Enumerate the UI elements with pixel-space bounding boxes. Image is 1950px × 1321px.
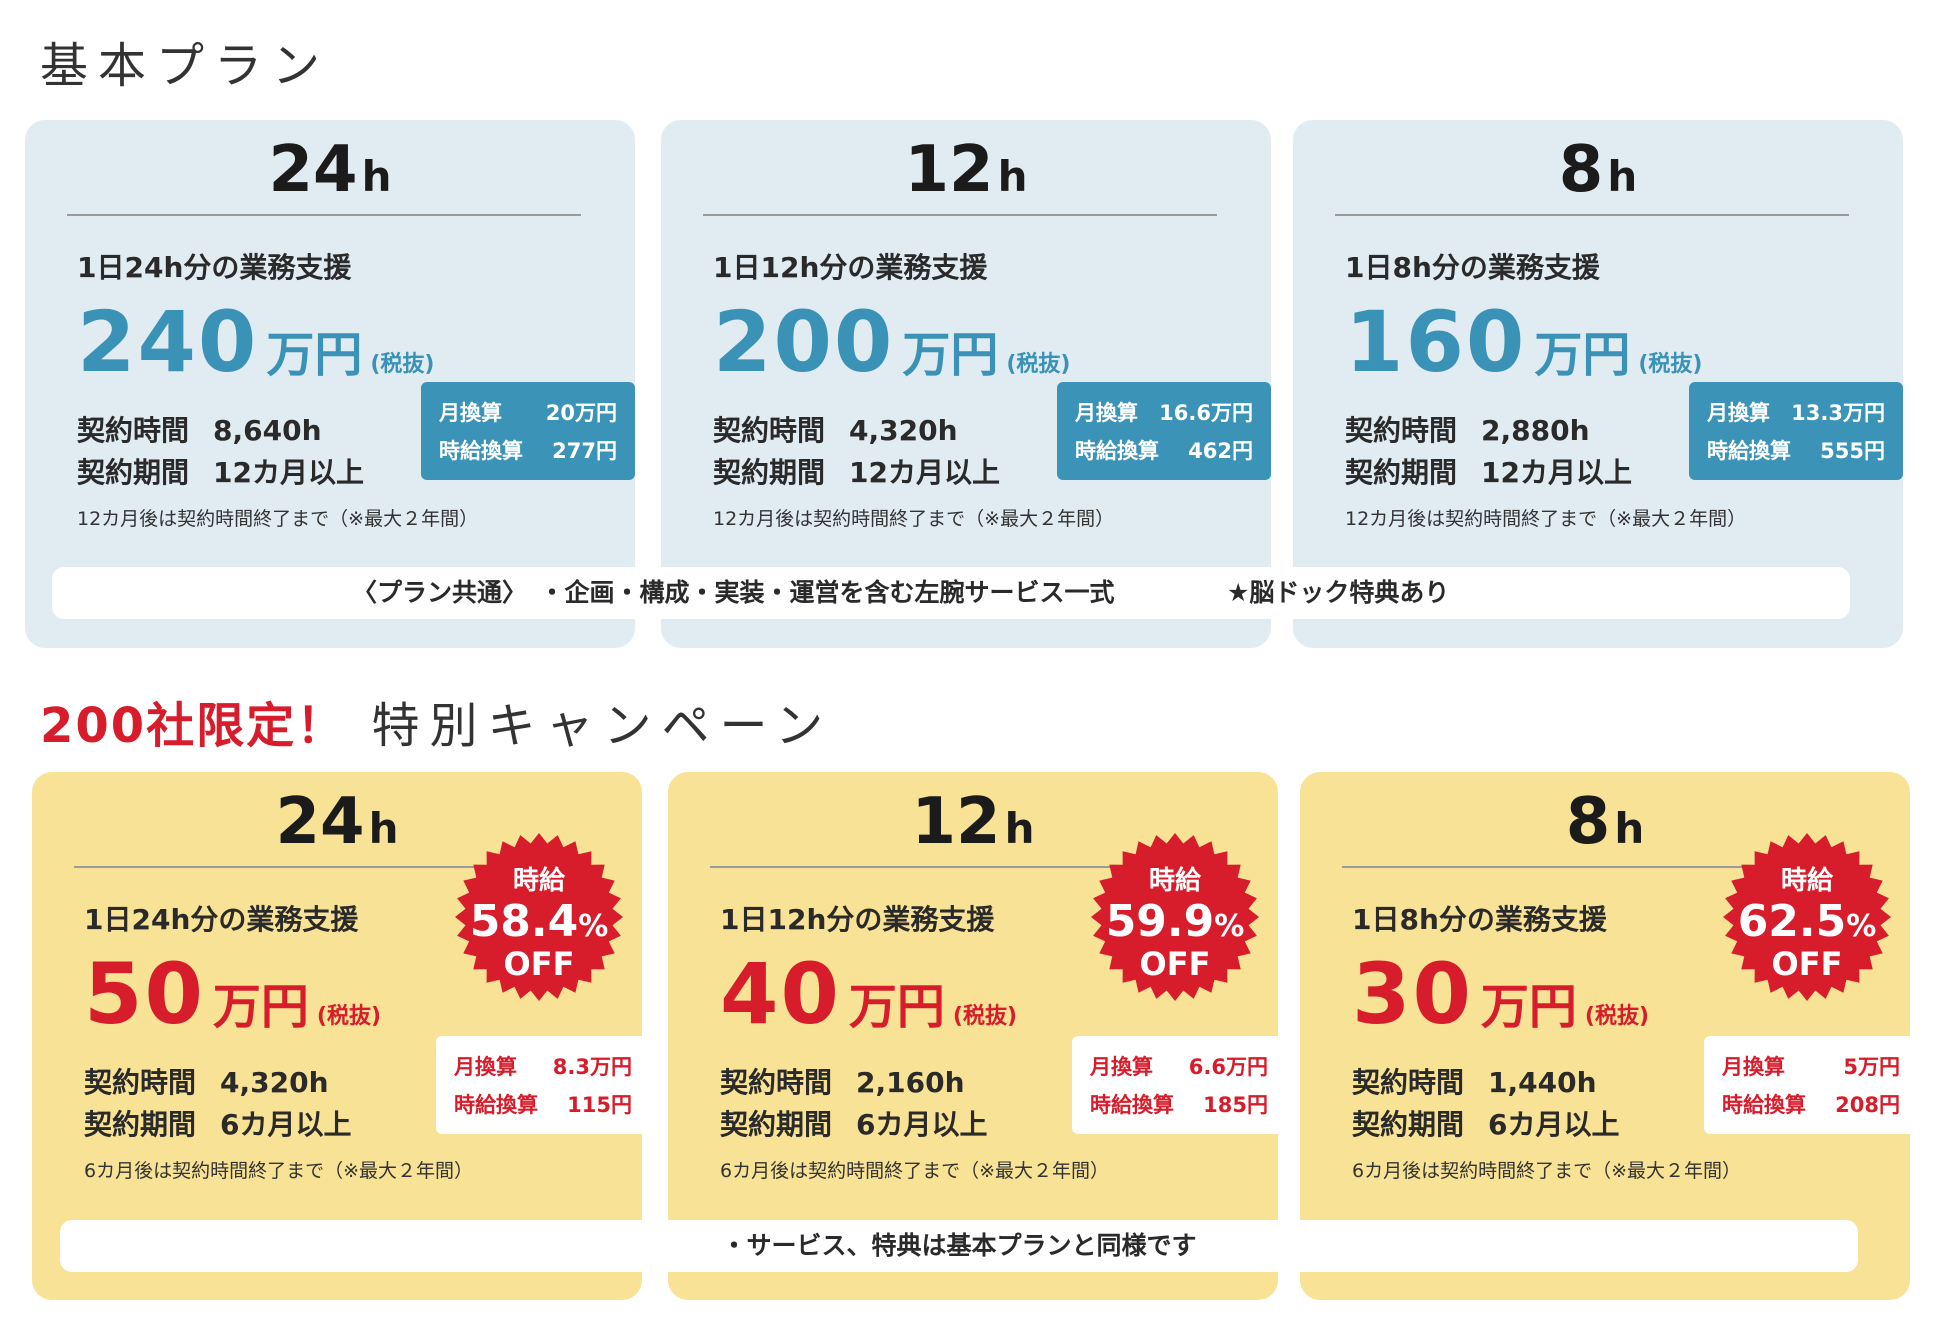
support-description: 1日12h分の業務支援 — [713, 251, 988, 284]
basic-plan-title: 基本プラン — [40, 38, 331, 94]
campaign-common-bar: ・サービス、特典は基本プランと同様です — [60, 1220, 1858, 1272]
divider — [703, 214, 1217, 216]
support-description: 1日24h分の業務支援 — [77, 251, 352, 284]
campaign-plan-card-8h[interactable]: 8h 1日8h分の業務支援 30 万円 (税抜) 契約時間 1,440h 契約期間 6カ… — [1300, 772, 1918, 1300]
plan-note: 6カ月後は契約時間終了まで（※最大２年間） — [84, 1160, 474, 1182]
divider — [710, 866, 1224, 868]
plan-note: 12カ月後は契約時間終了まで（※最大２年間） — [77, 508, 479, 530]
divider — [67, 214, 581, 216]
discount-badge: 時給 62.5% OFF — [1722, 832, 1892, 1002]
plan-price: 40 万円 (税抜) — [720, 945, 1018, 1043]
starburst-icon — [1091, 833, 1259, 1001]
support-description: 1日8h分の業務支援 — [1345, 251, 1600, 284]
basic-plan-card-12h[interactable]: 12h 1日12h分の業務支援 200 万円 (税抜) 契約時間 4,320h 契約期… — [661, 120, 1271, 648]
plan-note: 6カ月後は契約時間終了まで（※最大２年間） — [1352, 1160, 1742, 1182]
support-description: 1日8h分の業務支援 — [1352, 903, 1607, 936]
plan-price: 30 万円 (税抜) — [1352, 945, 1650, 1043]
conversion-box: 月換算 16.6万円 時給換算 462円 — [1057, 382, 1271, 480]
plan-price: 50 万円 (税抜) — [84, 945, 382, 1043]
plan-note: 6カ月後は契約時間終了まで（※最大２年間） — [720, 1160, 1110, 1182]
plan-hours: 12h — [911, 785, 1035, 859]
plan-price: 240 万円 (税抜) — [77, 293, 435, 391]
divider — [1335, 214, 1849, 216]
plan-price: 160 万円 (税抜) — [1345, 293, 1703, 391]
plan-hours: 8h — [1558, 133, 1638, 207]
conversion-box: 月換算 20万円 時給換算 277円 — [421, 382, 635, 480]
contract-info: 契約時間 4,320h 契約期間 6カ月以上 — [84, 1066, 352, 1141]
plan-note: 12カ月後は契約時間終了まで（※最大２年間） — [713, 508, 1115, 530]
conversion-box: 月換算 13.3万円 時給換算 555円 — [1689, 382, 1903, 480]
divider — [74, 866, 588, 868]
starburst-icon — [1723, 833, 1891, 1001]
plan-hours: 24h — [275, 785, 399, 859]
basic-plan-card-8h[interactable]: 8h 1日8h分の業務支援 160 万円 (税抜) 契約時間 2,880h 契約期間 1… — [1293, 120, 1903, 648]
divider — [1342, 866, 1856, 868]
conversion-box: 月換算 6.6万円 時給換算 185円 — [1072, 1036, 1286, 1134]
contract-info: 契約時間 4,320h 契約期間 12カ月以上 — [713, 414, 1000, 489]
plan-note: 12カ月後は契約時間終了まで（※最大２年間） — [1345, 508, 1747, 530]
contract-info: 契約時間 1,440h 契約期間 6カ月以上 — [1352, 1066, 1620, 1141]
plan-price: 200 万円 (税抜) — [713, 293, 1071, 391]
contract-info: 契約時間 2,880h 契約期間 12カ月以上 — [1345, 414, 1632, 489]
support-description: 1日12h分の業務支援 — [720, 903, 995, 936]
discount-badge: 時給 59.9% OFF — [1090, 832, 1260, 1002]
plan-hours: 24h — [268, 133, 392, 207]
plan-common-bar: 〈プラン共通〉 ・企画・構成・実装・運営を含む左腕サービス一式 ★脳ドック特典あ… — [52, 567, 1850, 619]
starburst-icon — [455, 833, 623, 1001]
campaign-title: 200社限定！ 特別キャンペーン — [40, 698, 834, 754]
campaign-plan-card-24h[interactable]: 24h 1日24h分の業務支援 50 万円 (税抜) 契約時間 4,320h 契約期間… — [32, 772, 650, 1300]
conversion-box: 月換算 5万円 時給換算 208円 — [1704, 1036, 1918, 1134]
contract-info: 契約時間 2,160h 契約期間 6カ月以上 — [720, 1066, 988, 1141]
campaign-plan-card-12h[interactable]: 12h 1日12h分の業務支援 40 万円 (税抜) 契約時間 2,160h 契約期間… — [668, 772, 1286, 1300]
support-description: 1日24h分の業務支援 — [84, 903, 359, 936]
contract-info: 契約時間 8,640h 契約期間 12カ月以上 — [77, 414, 364, 489]
basic-plan-card-24h[interactable]: 24h 1日24h分の業務支援 240 万円 (税抜) 契約時間 8,640h 契約期… — [25, 120, 635, 648]
discount-badge: 時給 58.4% OFF — [454, 832, 624, 1002]
plan-hours: 12h — [904, 133, 1028, 207]
plan-hours: 8h — [1565, 785, 1645, 859]
conversion-box: 月換算 8.3万円 時給換算 115円 — [436, 1036, 650, 1134]
